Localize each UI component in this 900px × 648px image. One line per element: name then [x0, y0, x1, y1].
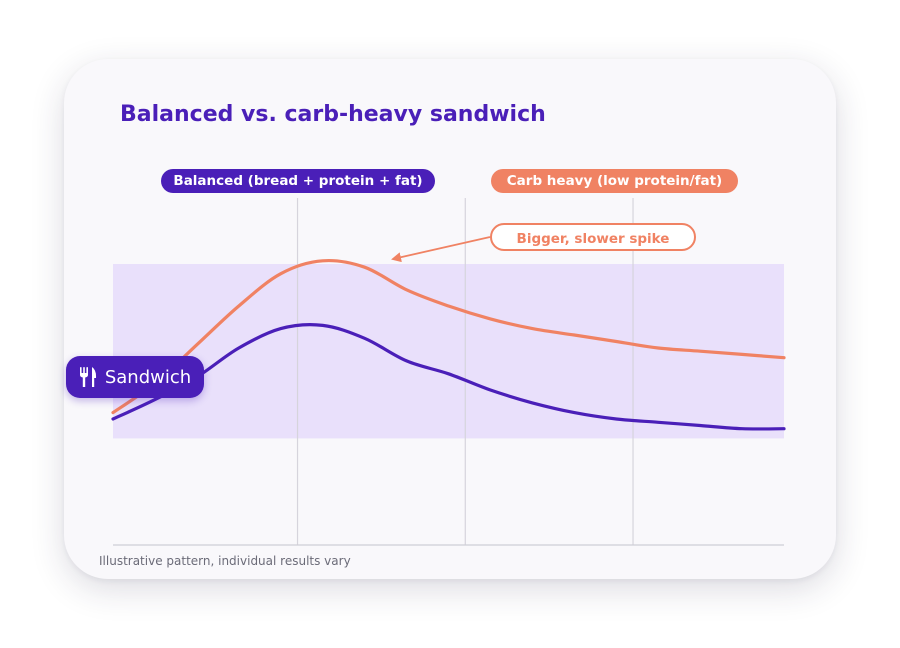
data-point-carb-heavy: [488, 317, 492, 321]
fork-knife-icon: [79, 367, 96, 387]
data-point-balanced: [111, 417, 115, 421]
data-point-balanced: [698, 423, 702, 427]
data-point-carb-heavy: [111, 411, 115, 415]
chart-title: Balanced vs. carb-heavy sandwich: [120, 102, 546, 127]
data-point-carb-heavy: [321, 259, 325, 263]
data-point-carb-heavy: [363, 265, 367, 269]
data-point-carb-heavy: [614, 340, 618, 344]
data-point-balanced: [740, 427, 744, 431]
data-point-carb-heavy: [279, 272, 283, 276]
data-point-balanced: [782, 427, 786, 431]
target-range-band: [113, 263, 784, 439]
data-point-balanced: [237, 346, 241, 350]
data-point-carb-heavy: [405, 288, 409, 292]
data-point-balanced: [153, 398, 157, 402]
data-point-carb-heavy: [530, 327, 534, 331]
data-point-balanced: [405, 359, 409, 363]
gridlines: [296, 198, 634, 545]
data-point-balanced: [488, 388, 492, 392]
data-point-balanced: [363, 336, 367, 340]
data-point-balanced: [614, 417, 618, 421]
meal-marker-label: Sandwich: [104, 366, 192, 388]
legend-carb-heavy: Carb heavy (low protein/fat): [491, 169, 738, 193]
data-point-carb-heavy: [237, 304, 241, 308]
data-point-balanced: [321, 323, 325, 327]
data-point-carb-heavy: [656, 346, 660, 350]
series-line-balanced: [111, 323, 786, 431]
meal-marker[interactable]: Sandwich: [66, 356, 204, 398]
data-point-balanced: [279, 327, 283, 331]
data-point-carb-heavy: [447, 304, 451, 308]
data-point-balanced: [656, 420, 660, 424]
data-point-carb-heavy: [195, 343, 199, 347]
data-point-balanced: [447, 372, 451, 376]
series-line-carb-heavy: [111, 258, 786, 415]
data-point-carb-heavy: [740, 352, 744, 356]
data-point-balanced: [572, 411, 576, 415]
legend-balanced: Balanced (bread + protein + fat): [161, 169, 435, 193]
annotation-callout: Bigger, slower spike: [490, 223, 696, 251]
data-point-carb-heavy: [698, 349, 702, 353]
annotation-arrow: [391, 236, 491, 263]
data-point-balanced: [530, 401, 534, 405]
data-point-carb-heavy: [782, 356, 786, 360]
data-point-carb-heavy: [572, 333, 576, 337]
footnote: Illustrative pattern, individual results…: [99, 554, 351, 568]
